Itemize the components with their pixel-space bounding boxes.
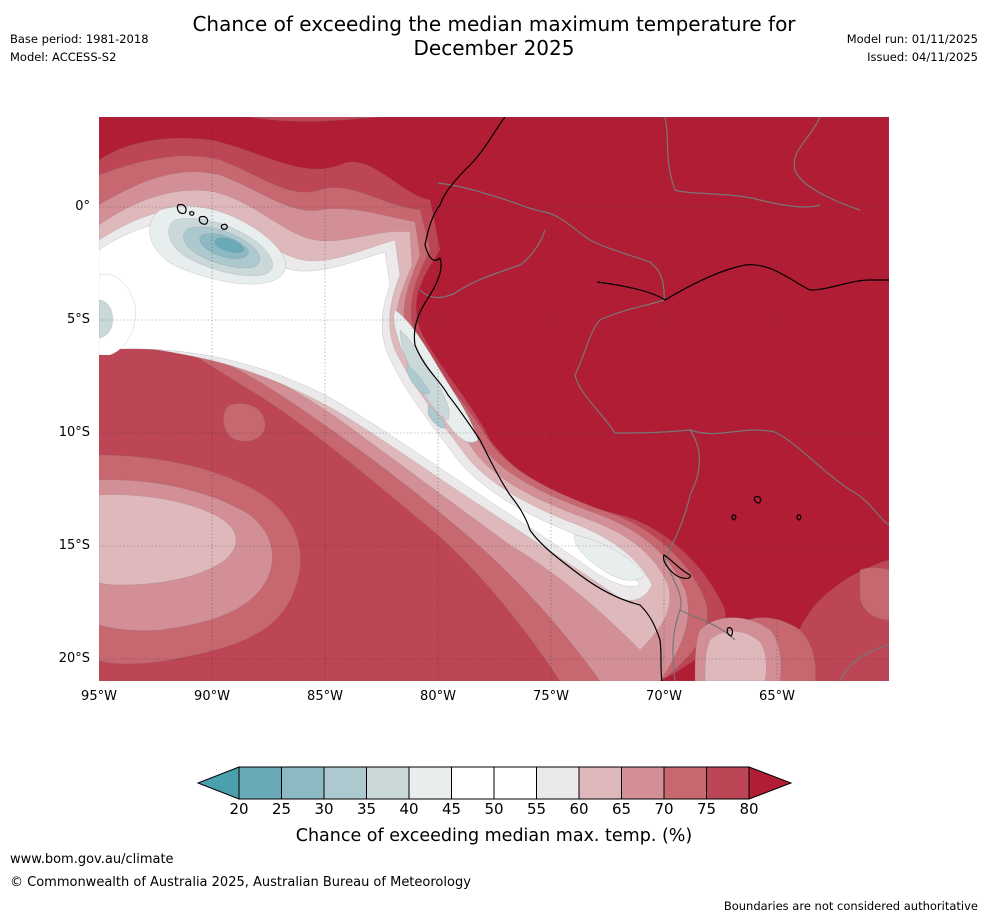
- band-45-55-west-pocket: [99, 273, 136, 356]
- cb-label-65: 65: [611, 800, 632, 818]
- cb-label-80: 80: [739, 800, 759, 818]
- colorbar-segment: [323, 766, 367, 800]
- issued-date: Issued: 04/11/2025: [867, 50, 978, 64]
- lat-label-10s: 10°S: [58, 425, 90, 440]
- border-ecuador-peru: [419, 229, 546, 299]
- model-run: Model run: 01/11/2025: [846, 32, 978, 46]
- map-title: Chance of exceeding the median maximum t…: [0, 12, 988, 60]
- cb-label-50: 50: [484, 800, 504, 818]
- coast-galapagos-2: [198, 215, 209, 225]
- colorbar-segment: [493, 766, 537, 800]
- border-peru-bolivia: [664, 494, 691, 681]
- band-30-35-coast-2: [427, 404, 447, 429]
- border-se-extra: [839, 644, 889, 681]
- band-30-35-coast: [406, 364, 431, 395]
- cb-label-75: 75: [696, 800, 717, 818]
- coast-lake-4: [726, 627, 734, 637]
- cb-label-60: 60: [569, 800, 589, 818]
- band-70-75-cell-1: [223, 403, 266, 442]
- lon-label-95w: 95°W: [81, 689, 117, 704]
- lon-label-90w: 90°W: [194, 689, 230, 704]
- colorbar-segment: [238, 766, 282, 800]
- cb-label-70: 70: [654, 800, 674, 818]
- coast-lake-1: [753, 495, 762, 504]
- colorbar-segment: [536, 766, 580, 800]
- country-boundaries: [419, 117, 889, 681]
- band-20-25-galapagos: [214, 237, 245, 253]
- band-40-45-peru: [574, 534, 646, 581]
- colorbar-segment: [408, 766, 452, 800]
- website-link[interactable]: www.bom.gov.au/climate: [10, 852, 174, 867]
- cb-label-55: 55: [526, 800, 547, 818]
- meta-right: Model run: 01/11/2025 Issued: 04/11/2025: [847, 30, 978, 66]
- cb-label-25: 25: [271, 800, 292, 818]
- model-name: Model: ACCESS-S2: [10, 50, 117, 64]
- coast-galapagos-3: [220, 223, 228, 230]
- band-70-75-far-se: [859, 567, 889, 621]
- cb-label-35: 35: [356, 800, 377, 818]
- lat-label-0: 0°: [75, 199, 90, 214]
- colorbar-segment: [366, 766, 410, 800]
- colorbar-segment: [451, 766, 495, 800]
- meta-left: Base period: 1981-2018 Model: ACCESS-S2: [10, 30, 149, 66]
- colorbar-title: Chance of exceeding median max. temp. (%…: [295, 826, 693, 846]
- border-colombia-venezuela: [664, 117, 821, 208]
- cb-label-30: 30: [314, 800, 334, 818]
- lon-label-75w: 75°W: [533, 689, 569, 704]
- base-period: Base period: 1981-2018: [10, 32, 149, 46]
- title-line-1: Chance of exceeding the median maximum t…: [192, 12, 796, 36]
- lon-label-80w: 80°W: [420, 689, 456, 704]
- colorbar-segment: [621, 766, 665, 800]
- cb-label-20: 20: [229, 800, 249, 818]
- coastlines: [176, 117, 889, 681]
- colorbar-segment: [663, 766, 707, 800]
- coast-lake-3: [796, 514, 802, 521]
- lat-label-15s: 15°S: [58, 538, 90, 553]
- cb-label-45: 45: [441, 800, 462, 818]
- band-35-40-west-pocket: [99, 299, 113, 339]
- border-brazil-peru: [574, 299, 701, 496]
- coast-caribbean: [596, 264, 889, 301]
- colorbar-extend-high: [748, 766, 793, 800]
- coast-galapagos-4: [189, 211, 195, 216]
- border-colombia-ecuador: [437, 182, 665, 301]
- cb-label-40: 40: [399, 800, 419, 818]
- title-line-2: December 2025: [413, 36, 575, 60]
- lon-label-65w: 65°W: [759, 689, 795, 704]
- disclaimer-text: Boundaries are not considered authoritat…: [723, 899, 978, 913]
- colorbar-segment: [706, 766, 750, 800]
- colorbar-extend-low: [196, 766, 240, 800]
- colorbar-segment: [281, 766, 325, 800]
- lon-label-70w: 70°W: [646, 689, 682, 704]
- coast-lake-titicaca: [662, 554, 691, 579]
- border-bolivia-brazil: [689, 429, 889, 526]
- copyright-text: © Commonwealth of Australia 2025, Austra…: [10, 875, 471, 890]
- band-60-65-south-pacific: [99, 494, 237, 586]
- band-75-80-north: [249, 117, 381, 122]
- lat-label-5s: 5°S: [66, 312, 90, 327]
- colorbar-segment: [578, 766, 622, 800]
- colorbar: [196, 766, 793, 800]
- coast-pacific: [413, 117, 663, 681]
- graticule-lines: [99, 117, 889, 681]
- coast-galapagos-1: [176, 203, 187, 215]
- lon-label-85w: 85°W: [307, 689, 343, 704]
- border-brazil-north: [793, 117, 861, 211]
- coast-lake-2: [731, 514, 737, 521]
- lat-label-20s: 20°S: [58, 651, 90, 666]
